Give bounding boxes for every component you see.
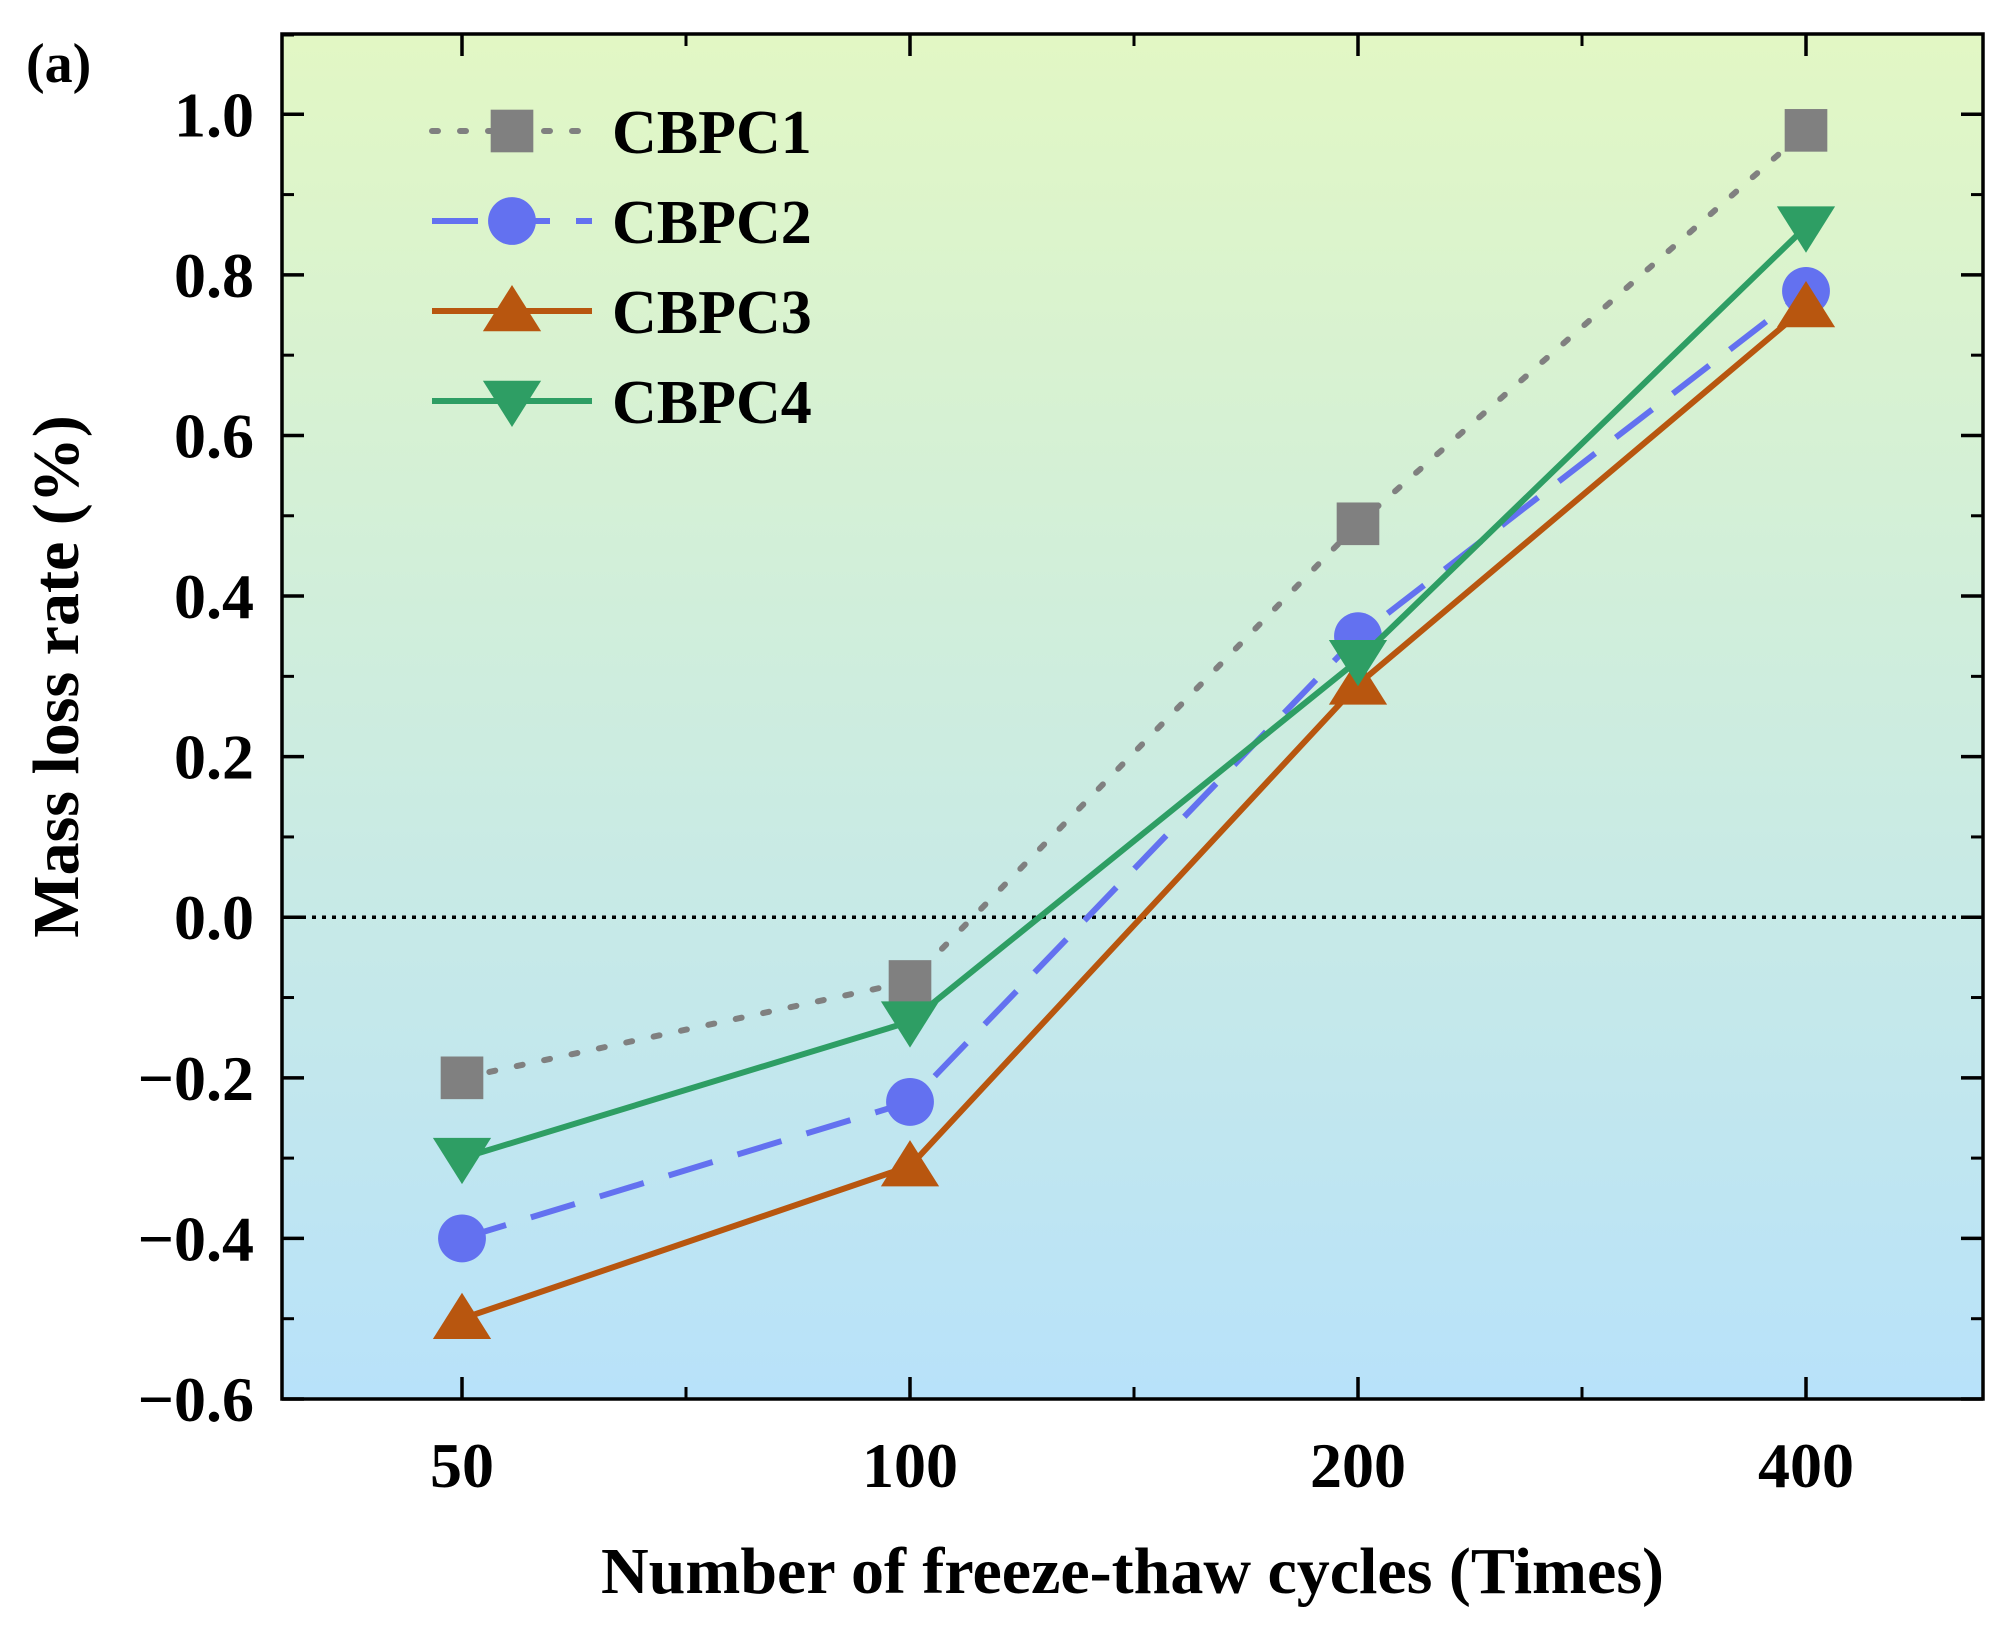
y-tick-label: 0.6 [174,400,254,471]
legend-marker [488,197,536,245]
series-cbpc4 [432,206,1836,1185]
data-point-cbpc2 [886,1077,934,1126]
y-tick-label: −0.2 [138,1043,254,1114]
legend-item-cbpc1: CBPC1 [429,99,812,167]
data-point-cbpc1 [1784,109,1828,152]
data-point-cbpc3 [432,1292,492,1339]
data-point-cbpc2 [438,1214,486,1263]
data-point-cbpc1 [888,960,932,1003]
y-tick-label: 0.0 [174,882,254,953]
legend-label: CBPC2 [612,189,812,257]
y-tick-label: 0.2 [174,722,254,793]
y-tick-label: 1.0 [174,79,254,150]
legend-marker [490,109,534,153]
data-point-cbpc1 [1336,502,1380,546]
x-axis-title: Number of freeze-thaw cycles (Times) [601,1535,1664,1608]
y-tick-label: −0.4 [138,1203,254,1274]
x-tick-label: 400 [1758,1430,1854,1501]
series-line-cbpc3 [461,304,1808,1322]
series-line-cbpc1 [459,127,1809,1081]
data-point-cbpc3 [1776,281,1836,328]
data-point-cbpc1 [440,1056,484,1100]
data-point-cbpc4 [1328,640,1388,687]
legend-marker [482,285,542,332]
data-point-cbpc4 [432,1137,492,1185]
y-tick-label: 0.4 [174,561,254,632]
series-cbpc3 [432,281,1836,1339]
legend-label: CBPC3 [612,279,812,347]
data-point-cbpc3 [880,1140,940,1187]
series-line-cbpc2 [461,288,1808,1242]
legend-item-cbpc4: CBPC4 [432,369,812,437]
series-cbpc1 [440,109,1828,1100]
data-point-cbpc4 [880,1001,940,1048]
legend-label: CBPC4 [612,369,812,437]
series-line-cbpc4 [461,224,1809,1161]
plot-background [282,34,1983,1399]
data-point-cbpc4 [1776,206,1836,253]
legend-item-cbpc3: CBPC3 [432,279,812,347]
legend: CBPC1 CBPC2 CBPC3 CBPC4 [429,99,812,437]
panel-label: (a) [26,33,91,95]
axes-layer: −0.6 −0.4 −0.2 0.0 0.2 0.4 0.6 0.8 1.0 50 100 200 40… [138,33,1983,1501]
legend-item-cbpc2: CBPC2 [432,189,812,257]
y-axis-title: Mass loss rate (%) [20,415,93,937]
y-tick-label: −0.6 [138,1364,254,1435]
x-tick-label: 50 [430,1430,494,1501]
legend-label: CBPC1 [612,99,812,167]
x-tick-label: 200 [1310,1430,1406,1501]
series-layer [432,109,1836,1339]
legend-marker [482,380,542,427]
y-tick-label: 0.8 [174,240,254,311]
x-tick-label: 100 [862,1430,958,1501]
